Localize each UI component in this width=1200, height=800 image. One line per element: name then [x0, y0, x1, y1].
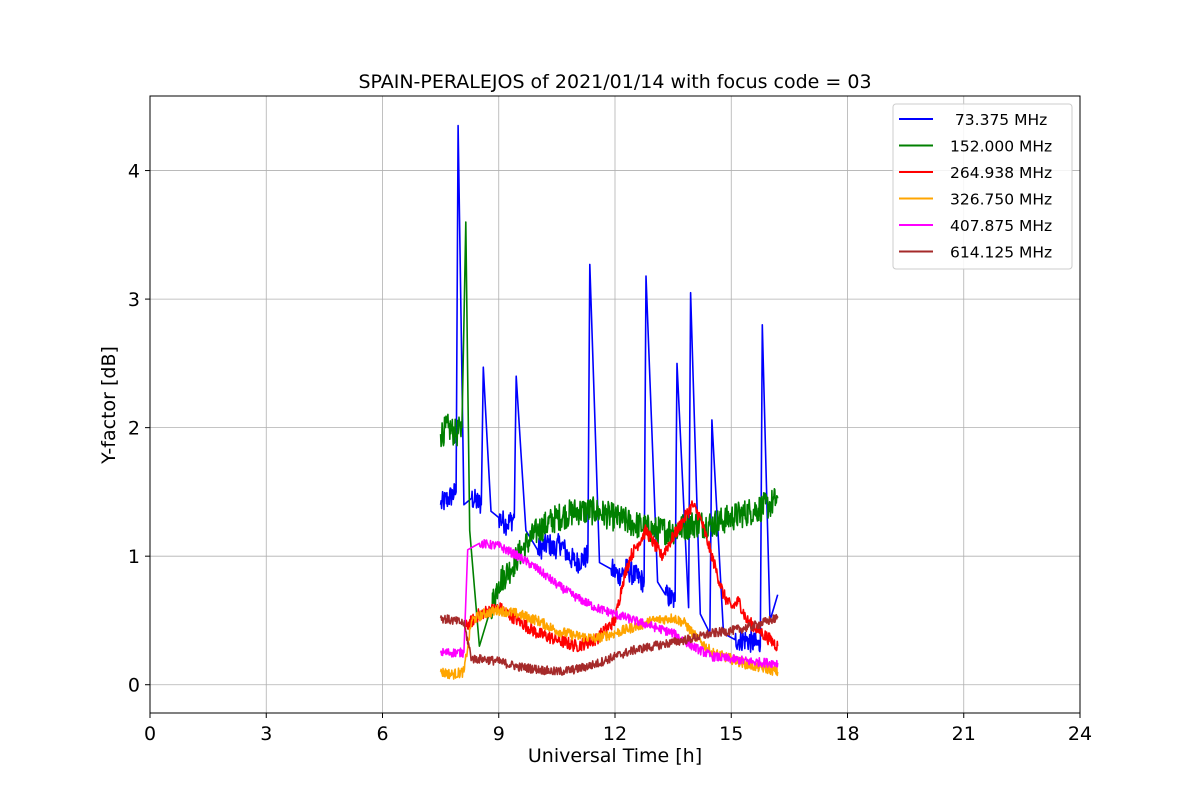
legend-label: 73.375 MHz [950, 111, 1047, 129]
legend-label: 326.750 MHz [950, 191, 1052, 209]
x-tick-label: 15 [719, 723, 743, 745]
legend: 73.375 MHz 152.000 MHz 264.938 MHz 326.750 … [892, 103, 1073, 270]
y-axis: 0 1 2 3 4 [128, 161, 150, 697]
legend-label: 152.000 MHz [950, 138, 1052, 156]
y-tick-label: 3 [128, 289, 140, 311]
series-layer [439, 124, 779, 680]
y-axis-label: Y-factor [dB] [98, 346, 120, 465]
legend-label: 407.875 MHz [950, 217, 1052, 235]
legend-label: 614.125 MHz [950, 244, 1052, 262]
series-line [439, 613, 779, 676]
series-line [439, 124, 779, 653]
y-tick-label: 2 [128, 418, 140, 440]
chart-title: SPAIN-PERALEJOS of 2021/01/14 with focus… [358, 71, 871, 93]
legend-box [892, 103, 1073, 270]
x-tick-label: 3 [260, 723, 272, 745]
x-tick-label: 6 [376, 723, 388, 745]
y-tick-label: 4 [128, 161, 140, 183]
x-tick-label: 21 [952, 723, 976, 745]
x-tick-label: 0 [144, 723, 156, 745]
x-axis-label: Universal Time [h] [528, 745, 702, 767]
series-line [439, 538, 779, 669]
x-axis: 0 3 6 9 12 15 18 21 24 [144, 713, 1092, 745]
y-tick-label: 1 [128, 546, 140, 568]
y-tick-label: 0 [128, 675, 140, 697]
legend-label: 264.938 MHz [950, 164, 1052, 182]
x-tick-label: 9 [493, 723, 505, 745]
x-tick-label: 12 [603, 723, 627, 745]
x-tick-label: 24 [1068, 723, 1092, 745]
x-tick-label: 18 [835, 723, 859, 745]
